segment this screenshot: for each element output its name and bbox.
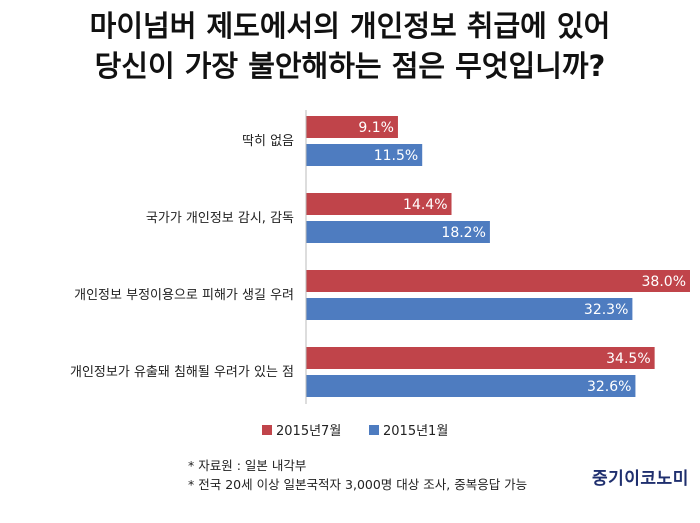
bar bbox=[306, 375, 636, 397]
bar bbox=[306, 347, 655, 369]
bar-value-label: 14.4% bbox=[403, 197, 447, 213]
category-label: 국가가 개인정보 감시, 감독 bbox=[146, 211, 294, 226]
legend-label: 2015년1월 bbox=[383, 424, 448, 439]
bar-value-label: 9.1% bbox=[358, 120, 394, 136]
bar bbox=[306, 144, 423, 166]
footnote-survey: * 전국 20세 이상 일본국적자 3,000명 대상 조사, 중복응답 가능 bbox=[188, 477, 528, 492]
bar-value-label: 32.3% bbox=[584, 302, 628, 318]
legend-swatch bbox=[262, 425, 272, 435]
bar-value-label: 32.6% bbox=[587, 379, 631, 395]
bar-chart: 딱히 없음 9.1% 11.5% 국가가 개인정보 감시, 감독 14.4% 18.2% 개… bbox=[70, 110, 690, 439]
bar-value-label: 11.5% bbox=[374, 148, 418, 164]
chart-title: 마이넘버 제도에서의 개인정보 취급에 있어 당신이 가장 불안해하는 점은 무… bbox=[0, 6, 700, 86]
bar-value-label: 38.0% bbox=[642, 274, 686, 290]
footnote-source: * 자료원 : 일본 내각부 bbox=[188, 458, 307, 473]
bar bbox=[306, 116, 398, 138]
bar-value-label: 34.5% bbox=[606, 351, 650, 367]
bar-value-label: 18.2% bbox=[441, 225, 485, 241]
footnotes: * 자료원 : 일본 내각부 * 전국 20세 이상 일본국적자 3,000명 … bbox=[188, 456, 527, 494]
category-label: 개인정보가 유출돼 침해될 우려가 있는 점 bbox=[70, 365, 294, 380]
brand-logo: 중기이코노미 bbox=[592, 469, 689, 489]
chart-title-line1: 마이넘버 제도에서의 개인정보 취급에 있어 bbox=[89, 9, 611, 43]
bar bbox=[306, 298, 633, 320]
bar bbox=[306, 193, 452, 215]
chart-title-line2: 당신이 가장 불안해하는 점은 무엇입니까? bbox=[94, 49, 606, 83]
bar bbox=[306, 221, 490, 243]
category-label: 개인정보 부정이용으로 피해가 생길 우려 bbox=[74, 288, 294, 303]
legend-label: 2015년7월 bbox=[276, 424, 341, 439]
category-label: 딱히 없음 bbox=[242, 134, 294, 149]
legend-swatch bbox=[369, 425, 379, 435]
bar bbox=[306, 270, 690, 292]
